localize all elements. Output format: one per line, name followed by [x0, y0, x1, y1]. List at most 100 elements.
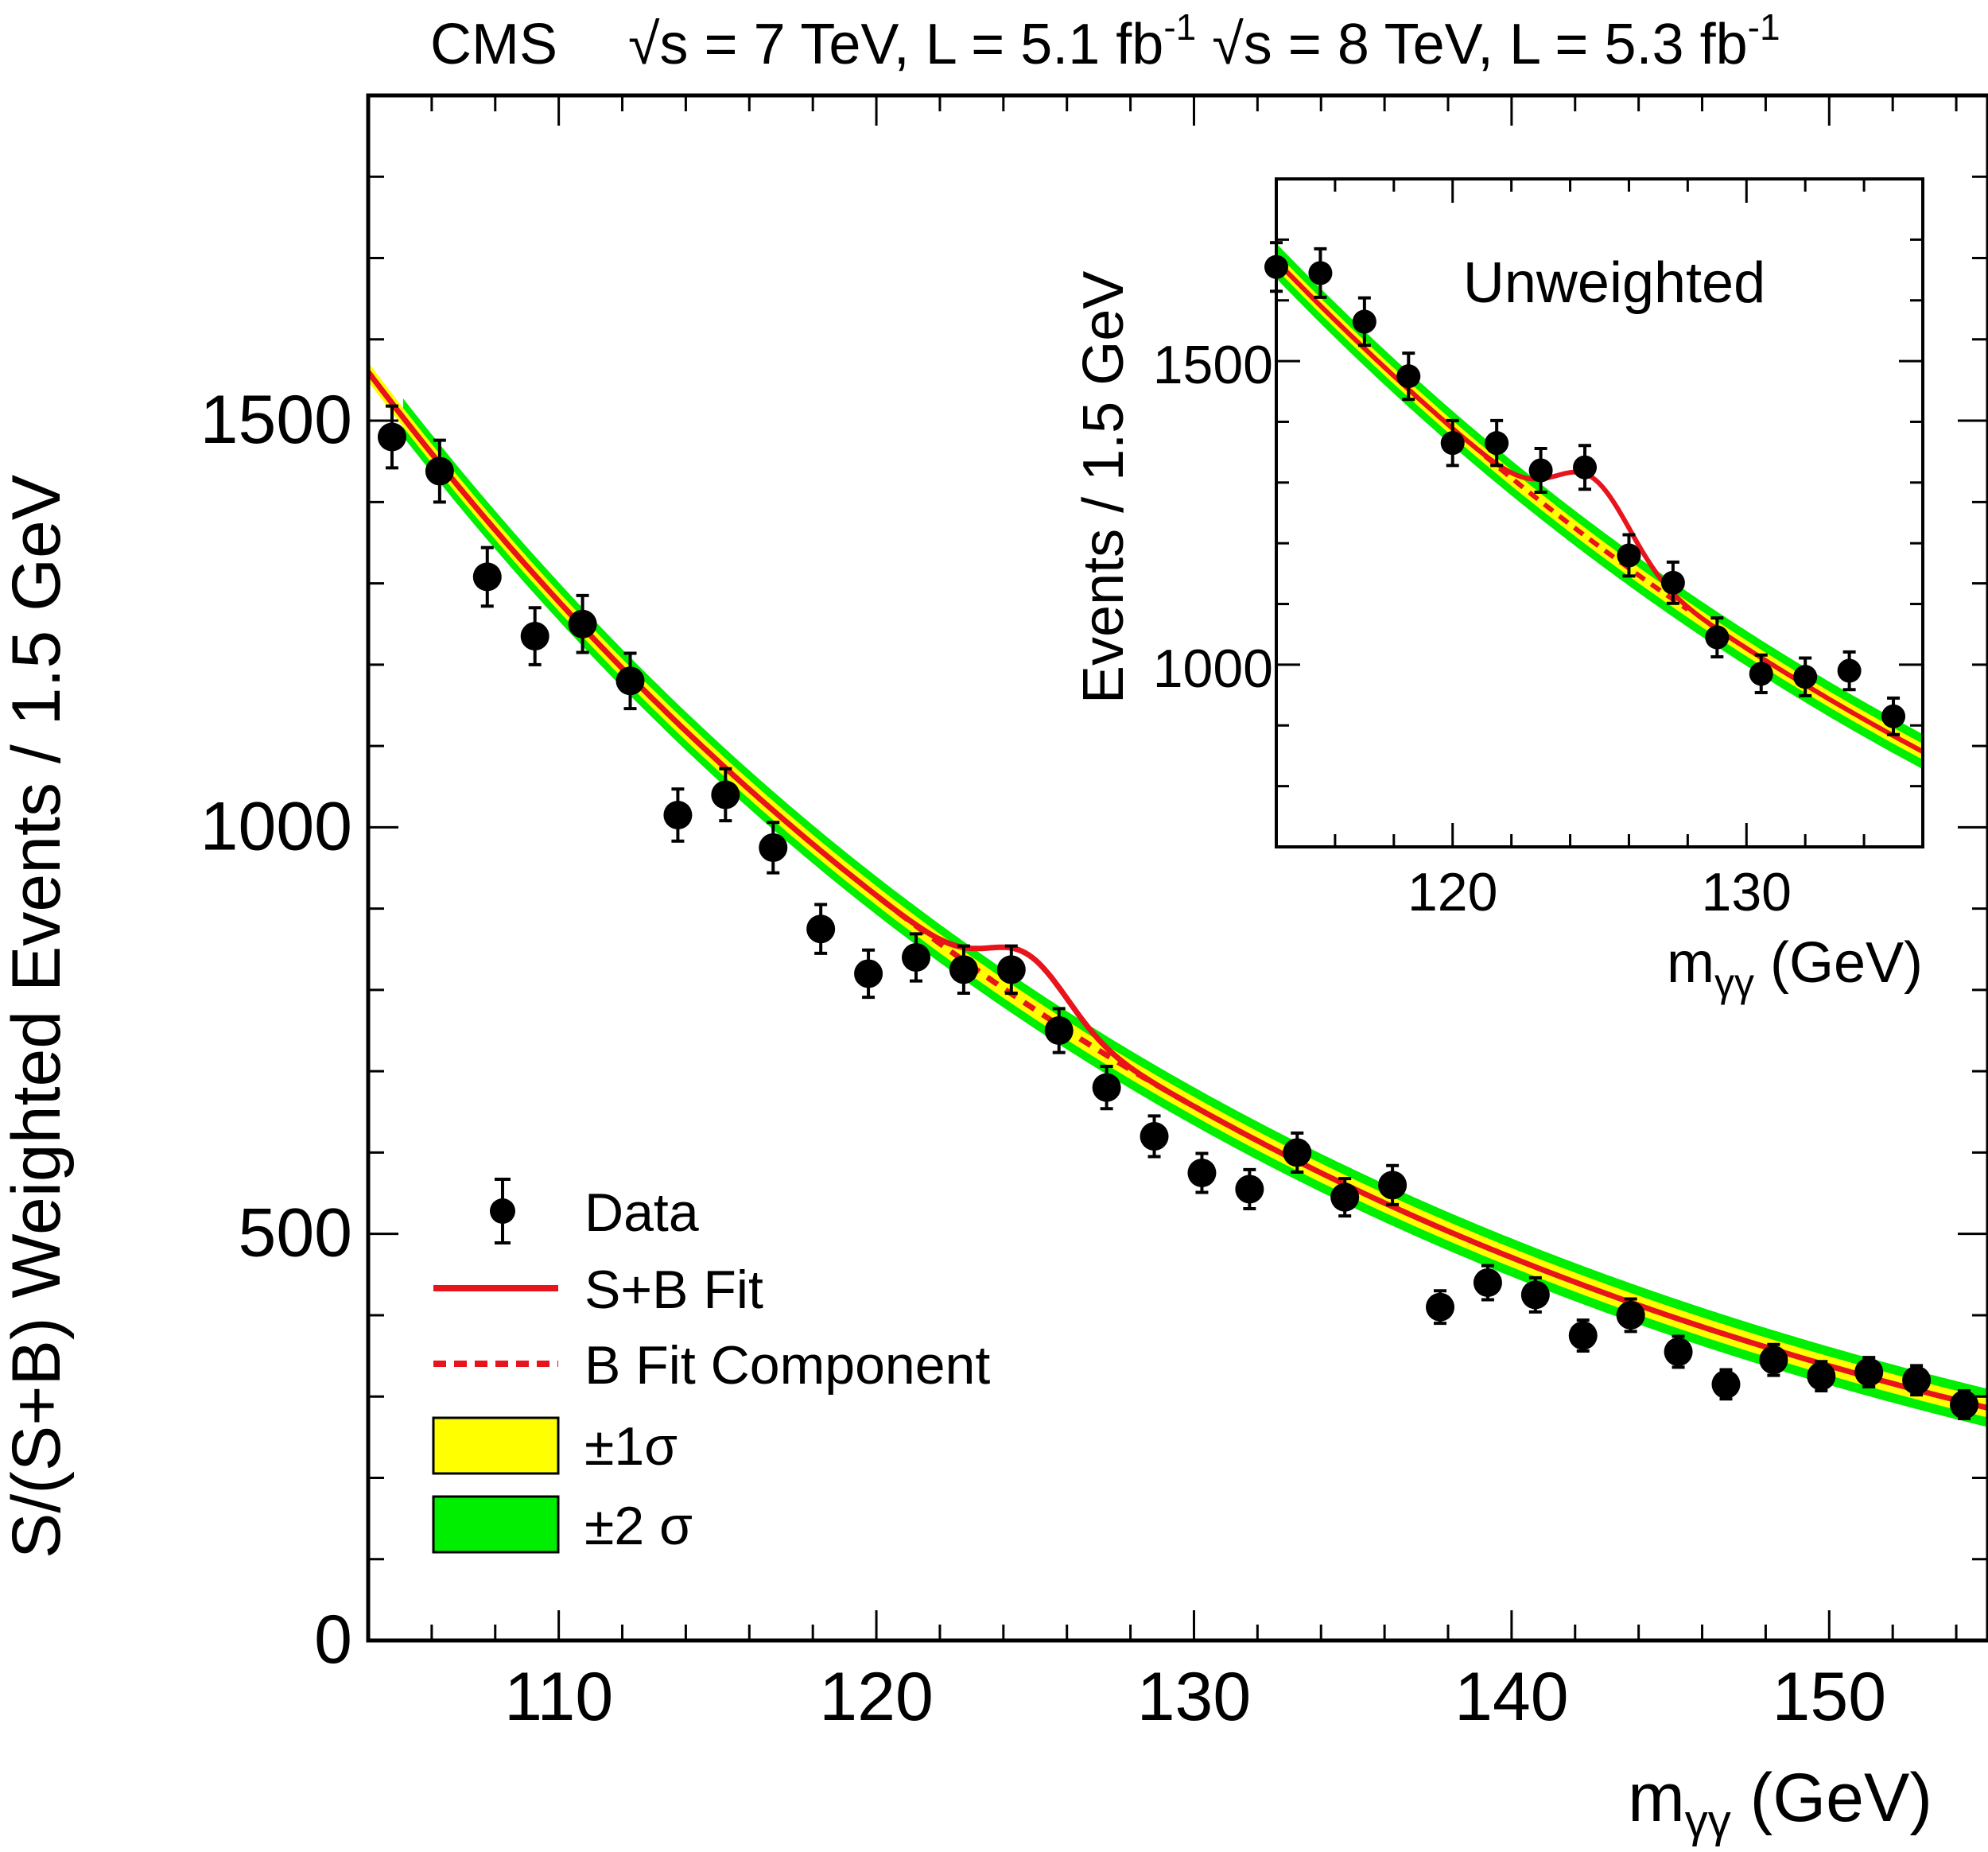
inset-background [1276, 179, 1923, 847]
data-point-marker [1617, 543, 1641, 568]
inset-sb-fit-line [1276, 259, 1923, 754]
data-point-marker [1140, 1121, 1169, 1151]
lumi-text-7tev: √s = 7 TeV, L = 5.1 fb [628, 13, 1163, 76]
data-point [1573, 444, 1598, 491]
data-point-marker [377, 422, 406, 452]
data-point [1759, 1342, 1788, 1377]
x-tick-label: 130 [1137, 1659, 1252, 1735]
x-tick-label: 140 [1454, 1659, 1569, 1735]
data-point-marker [1426, 1292, 1455, 1322]
data-point-marker [901, 942, 930, 972]
data-point [1881, 696, 1906, 736]
y-tick-label: 1000 [200, 788, 352, 864]
y-tick-label: 0 [314, 1602, 352, 1678]
data-point [1485, 418, 1509, 468]
inset-x-axis-title: mγγ (GeV) [1667, 931, 1923, 1005]
data-point [1378, 1163, 1408, 1206]
data-point-marker [1660, 570, 1685, 595]
main-y-axis-title: S/(S+B) Weighted Events / 1.5 GeV [0, 475, 75, 1559]
lumi-exp-8tev: -1 [1748, 6, 1780, 48]
legend-b-fit-label: B Fit Component [584, 1335, 990, 1396]
data-point-marker [1396, 364, 1421, 389]
data-point-marker [1837, 658, 1862, 683]
data-point [759, 821, 788, 875]
data-point [806, 903, 836, 955]
x-tick-label: 130 [1702, 862, 1792, 922]
data-point-marker [1902, 1365, 1932, 1395]
data-point [1854, 1356, 1884, 1388]
legend-1sigma-label: ±1σ [584, 1416, 678, 1477]
data-point [854, 948, 883, 1000]
legend-entry-2sigma: ±2 σ [432, 1495, 693, 1556]
x-tick-label: 120 [819, 1659, 934, 1735]
x-tick-label: 150 [1773, 1659, 1887, 1735]
data-point-marker [949, 955, 978, 984]
data-point [1330, 1177, 1360, 1218]
data-point-marker [425, 456, 454, 486]
data-point [1235, 1167, 1264, 1210]
data-point [1660, 560, 1685, 605]
data-point-marker [1664, 1337, 1693, 1366]
legend-data-marker [490, 1198, 515, 1224]
data-point-marker [1485, 431, 1509, 456]
inset-bands [1276, 243, 1923, 770]
inset-plot: 120 130 1000 1500 Unweighted mγγ (GeV) Even… [1072, 177, 1924, 1005]
legend-entry-data: Data [490, 1178, 699, 1244]
inset-x-axis-sub: γγ [1714, 961, 1754, 1005]
data-point-marker [615, 666, 645, 696]
data-point [901, 932, 930, 983]
data-point [1283, 1131, 1312, 1174]
data-point [425, 438, 454, 504]
data-point [1352, 296, 1376, 347]
main-x-axis-title: mγγ (GeV) [1628, 1760, 1932, 1847]
inset-x-axis-unit: (GeV) [1754, 931, 1923, 995]
data-point-marker [996, 955, 1026, 984]
legend-data-label: Data [584, 1182, 699, 1243]
data-point [663, 787, 693, 843]
data-point-marker [1854, 1357, 1884, 1387]
data-point-marker [806, 914, 836, 944]
inset-data-points [1264, 241, 1906, 736]
data-point-marker [1235, 1174, 1264, 1204]
data-point-marker [1378, 1171, 1408, 1200]
data-point-marker [1520, 1280, 1550, 1310]
data-point-marker [1807, 1361, 1836, 1391]
data-point-marker [1759, 1345, 1788, 1375]
legend: Data S+B Fit B Fit Component ±1σ ±2 σ [432, 1178, 990, 1556]
inset-x-axis-m: m [1667, 931, 1714, 995]
legend-1sigma-swatch [432, 1416, 560, 1475]
data-point [1711, 1368, 1741, 1401]
data-point [1616, 1297, 1645, 1334]
data-point [1044, 1007, 1074, 1054]
data-point [568, 593, 597, 654]
data-point [1426, 1289, 1455, 1326]
data-point [1440, 418, 1465, 468]
data-point [1807, 1360, 1836, 1393]
data-point-marker [1440, 431, 1465, 456]
data-point-marker [711, 780, 740, 810]
data-point-marker [1092, 1073, 1121, 1102]
data-point-marker [1568, 1321, 1598, 1350]
data-point-marker [1528, 458, 1553, 483]
data-point-marker [1793, 665, 1818, 689]
data-point-marker [1616, 1300, 1645, 1330]
legend-entry-1sigma: ±1σ [432, 1416, 678, 1477]
inset-b-fit-line [1483, 454, 1690, 612]
main-x-axis-sub: γγ [1685, 1796, 1731, 1847]
data-point [1308, 247, 1333, 299]
data-point-marker [1283, 1138, 1312, 1167]
data-point-marker [663, 801, 693, 830]
energy-luminosity-label: √s = 7 TeV, L = 5.1 fb-1 √s = 8 TeV, L =… [628, 6, 1780, 76]
legend-entry-b-fit: B Fit Component [433, 1335, 990, 1396]
data-point [1902, 1364, 1932, 1397]
x-tick-label: 110 [504, 1659, 613, 1735]
data-point [1568, 1318, 1598, 1353]
y-tick-label: 500 [239, 1195, 353, 1272]
data-point-marker [1881, 704, 1906, 728]
data-point [1793, 656, 1818, 697]
main-data-points [377, 404, 1979, 1420]
inset-band-1sigma [1276, 253, 1923, 760]
data-point-marker [568, 609, 597, 639]
data-point [520, 606, 549, 666]
legend-sb-fit-label: S+B Fit [584, 1260, 763, 1320]
